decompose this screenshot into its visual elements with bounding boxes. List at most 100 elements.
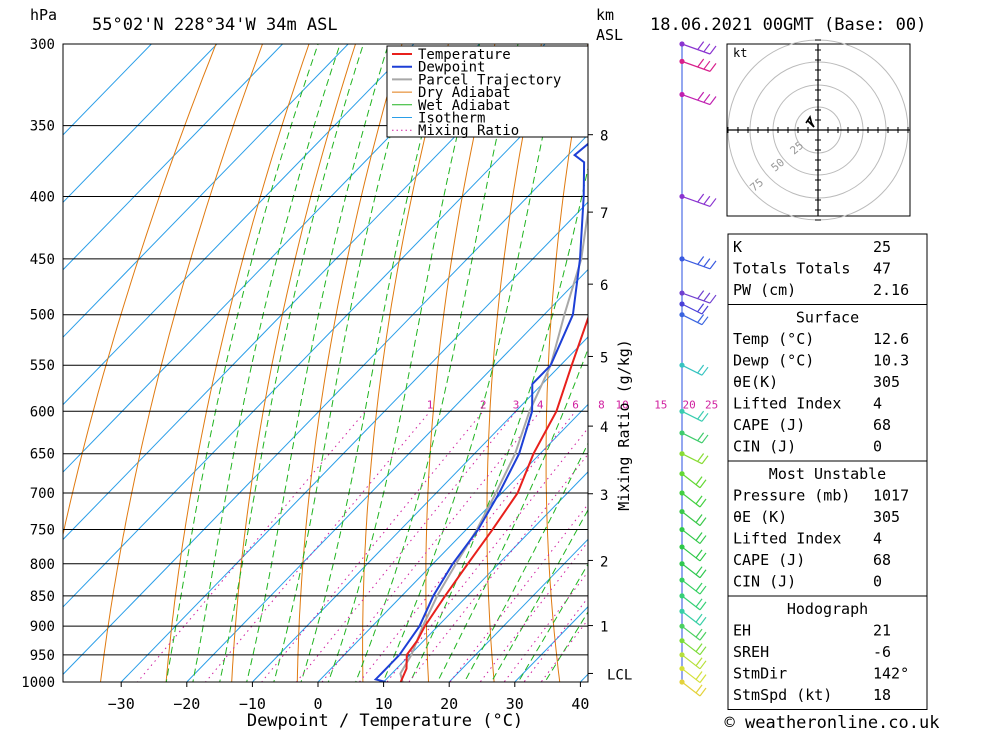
- wind-barb-shaft: [681, 610, 701, 626]
- indices-value: 68: [873, 551, 891, 569]
- asl-unit-label: ASL: [596, 26, 623, 44]
- indices-label: Lifted Index: [733, 395, 841, 413]
- isotherm-line: [317, 403, 588, 682]
- dewpoint-line: [373, 142, 588, 682]
- wind-barb-shaft: [681, 625, 701, 641]
- pressure-tick-label: 550: [30, 358, 55, 374]
- indices-label: SREH: [733, 643, 769, 661]
- wind-barb-feather: [703, 292, 711, 302]
- dry-adiabat-line: [63, 44, 217, 537]
- mixing-ratio-tick-label: 4: [537, 398, 544, 411]
- wind-barb-feather: [695, 582, 703, 592]
- legend-label: Temperature: [418, 47, 511, 63]
- indices-label: CIN (J): [733, 573, 796, 591]
- indices-value: 2.16: [873, 281, 909, 299]
- pressure-tick-label: 900: [30, 619, 55, 635]
- datetime-title: 18.06.2021 00GMT (Base: 00): [650, 15, 926, 35]
- mixing-ratio-line: [261, 410, 484, 682]
- wind-barb-shaft: [681, 579, 701, 595]
- indices-value: 68: [873, 416, 891, 434]
- wind-barb: [679, 638, 707, 656]
- legend-label: Parcel Trajectory: [418, 72, 561, 88]
- mixing-ratio-tick-label: 1: [427, 398, 434, 411]
- wind-barb-feather: [699, 585, 707, 595]
- indices-label: StmSpd (kt): [733, 686, 832, 704]
- wind-barb-feather: [695, 598, 703, 608]
- temperature-tick-label: 20: [440, 695, 458, 713]
- wind-barb-feather: [699, 569, 707, 579]
- wind-barb-feather: [697, 432, 705, 442]
- wind-barb: [679, 312, 709, 326]
- wind-barb-shaft: [681, 195, 711, 208]
- wet-adiabat-line: [192, 44, 341, 682]
- indices-label: K: [733, 238, 742, 256]
- wind-barb: [679, 577, 707, 595]
- pressure-tick-label: 850: [30, 589, 55, 605]
- indices-box: [727, 304, 928, 462]
- wind-barb: [679, 301, 709, 315]
- temperature-line: [399, 315, 588, 682]
- wind-barb-feather: [699, 646, 707, 656]
- height-tick-label: 8: [600, 129, 608, 145]
- wind-barb-feather: [699, 601, 707, 611]
- indices-label: PW (cm): [733, 281, 796, 299]
- wet-adiabat-line: [246, 44, 389, 682]
- wind-barb: [679, 593, 707, 611]
- wet-adiabat-line: [300, 44, 447, 682]
- wind-barb-feather: [699, 660, 707, 670]
- wind-barb-feather: [709, 45, 717, 55]
- wind-barb-feather: [699, 616, 707, 626]
- mixing-ratio-labels: 1 2 3 4 6 8 10 15 20 25: [427, 398, 719, 411]
- wind-barb-feather: [709, 96, 717, 105]
- height-tick-label: 1: [600, 620, 608, 636]
- pressure-tick-label: 1000: [21, 675, 55, 691]
- indices-label: Dewp (°C): [733, 352, 814, 370]
- wind-barb-feather: [695, 549, 703, 559]
- isotherm-line: [63, 133, 588, 676]
- pressure-axis: 300 350 400 450 500 550 600 650 700 750 800 850 900 9…: [21, 37, 55, 691]
- legend-label: Isotherm: [418, 111, 485, 127]
- wind-barb-shaft: [681, 546, 701, 562]
- wind-barb-shaft: [681, 492, 701, 508]
- mixing-ratio-line: [503, 571, 588, 682]
- height-tick-label: 7: [600, 206, 608, 222]
- wind-barb-shaft: [681, 410, 703, 422]
- indices-value: 1017: [873, 487, 909, 505]
- wind-barb-feather: [695, 684, 703, 694]
- mixing-ratio-line: [136, 410, 366, 682]
- wet-adiabat-line: [355, 44, 519, 682]
- indices-section-title: Hodograph: [787, 600, 868, 618]
- wind-barb-feather: [699, 517, 707, 526]
- wind-barb-feather: [699, 535, 707, 544]
- mixing-ratio-line: [479, 540, 588, 682]
- wet-adiabat-line: [490, 508, 588, 682]
- isotherm-line: [63, 44, 218, 204]
- wind-barb-shaft: [681, 473, 701, 489]
- indices-value: 4: [873, 530, 882, 548]
- wind-barb-shaft: [681, 563, 701, 579]
- mixing-ratio-axis-title: Mixing Ratio (g/kg): [615, 339, 633, 511]
- indices-box: [727, 460, 928, 597]
- wind-barb-feather: [695, 628, 703, 638]
- dry-adiabat-line: [486, 44, 542, 682]
- plot-frame: [62, 43, 589, 683]
- wind-barb-feather: [697, 58, 705, 68]
- wind-barb: [679, 490, 707, 508]
- wind-barb-shaft: [681, 640, 701, 656]
- wind-barb-shaft: [681, 93, 711, 106]
- wind-barb-shaft: [681, 432, 703, 444]
- wind-barb: [679, 665, 707, 684]
- mixing-ratio-line: [386, 427, 588, 682]
- indices-label: θE(K): [733, 373, 778, 391]
- wet-adiabat-line: [409, 165, 588, 682]
- indices-label: CAPE (J): [733, 551, 805, 569]
- wind-barb: [679, 544, 707, 562]
- wind-barb-feather: [697, 41, 705, 50]
- wind-barbs: [679, 41, 717, 697]
- wind-barb-shaft: [681, 364, 703, 376]
- km-unit-label: km: [596, 6, 614, 24]
- wind-barb-feather: [695, 657, 703, 667]
- wind-barb-feather: [697, 256, 705, 265]
- wind-barb-shaft: [681, 529, 701, 545]
- dry-adiabat-line: [362, 44, 449, 682]
